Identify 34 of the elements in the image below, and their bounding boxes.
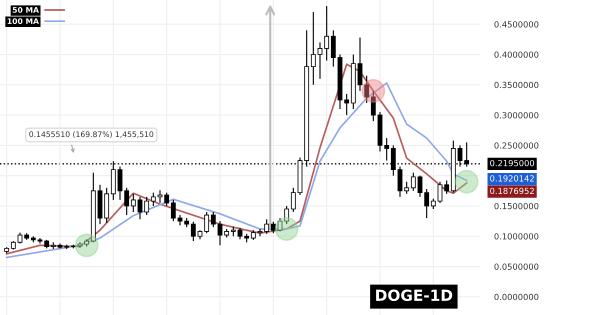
y-tick-label: 0.4500000 [494, 21, 538, 28]
y-tick-label: 0.4000000 [494, 52, 538, 58]
candlestick [250, 230, 256, 240]
candlestick [418, 175, 422, 198]
y-tick-label: 0.0500000 [494, 264, 538, 270]
candlestick [284, 205, 290, 225]
candlestick [438, 181, 442, 204]
y-tick-label: 0.1500000 [494, 202, 538, 210]
candlestick [410, 172, 416, 192]
candlestick [370, 90, 376, 122]
y-tick-label: 0.2500000 [494, 142, 538, 149]
text: DOGE-1D [376, 289, 452, 302]
candlestick [210, 211, 216, 228]
candlestick [344, 93, 350, 116]
ref-line-label: 0.2195000 [490, 160, 534, 166]
candlestick [444, 180, 450, 194]
y-tick-label: 0.3000000 [494, 112, 538, 118]
y-tick-label: 0.3500000 [494, 82, 538, 88]
point [274, 217, 299, 241]
candlestick [184, 218, 190, 228]
y-tick-label: 0.0000000 [494, 294, 538, 300]
candlestick [358, 37, 362, 92]
candlestick [144, 196, 150, 216]
point [74, 233, 99, 258]
text: 0.1876952 [490, 188, 534, 194]
text: 0.1920142 [490, 175, 534, 182]
candlestick [384, 138, 390, 162]
candlestick [124, 187, 130, 216]
candlestick [310, 12, 316, 86]
point [361, 78, 386, 103]
candlestick [364, 75, 370, 104]
y-tick-label: 0.1000000 [494, 233, 538, 240]
candlestick [424, 188, 430, 219]
candlestick [430, 198, 436, 210]
